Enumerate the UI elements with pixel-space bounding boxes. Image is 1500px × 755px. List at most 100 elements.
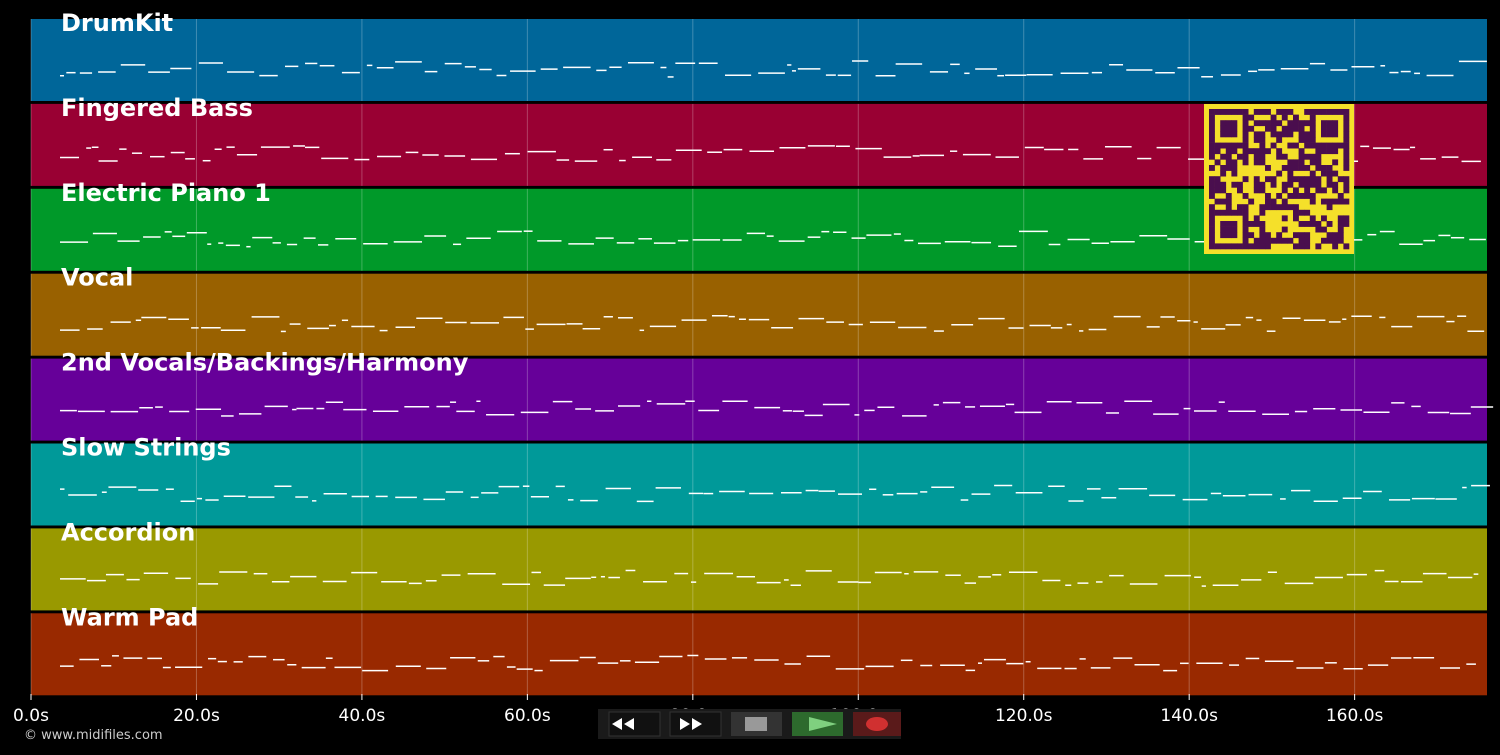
qr-module bbox=[1253, 221, 1260, 227]
play-icon bbox=[809, 717, 837, 731]
qr-module bbox=[1337, 232, 1344, 239]
qr-module bbox=[1259, 153, 1266, 160]
qr-module bbox=[1298, 243, 1305, 250]
qr-module bbox=[1214, 187, 1221, 194]
qr-module bbox=[1265, 148, 1271, 155]
qr-module bbox=[1315, 187, 1322, 194]
qr-module bbox=[1293, 125, 1299, 132]
qr-module bbox=[1276, 153, 1283, 160]
qr-module bbox=[1343, 131, 1350, 138]
qr-module bbox=[1304, 153, 1311, 160]
qr-module bbox=[1253, 159, 1260, 166]
qr-module bbox=[1287, 131, 1294, 138]
qr-module bbox=[1209, 114, 1215, 121]
qr-module bbox=[1332, 243, 1339, 250]
qr-module bbox=[1214, 148, 1221, 155]
tick-label: 0.0s bbox=[13, 706, 49, 726]
qr-module bbox=[1315, 181, 1322, 188]
qr-module bbox=[1276, 120, 1283, 127]
qr-module bbox=[1225, 109, 1232, 115]
qr-module bbox=[1265, 125, 1271, 132]
qr-module bbox=[1287, 125, 1294, 132]
qr-module bbox=[1326, 120, 1333, 127]
qr-module bbox=[1253, 131, 1260, 138]
qr-module bbox=[1326, 109, 1333, 115]
qr-module bbox=[1259, 237, 1266, 244]
qr-module bbox=[1231, 120, 1238, 127]
qr-module bbox=[1293, 215, 1299, 222]
qr-module bbox=[1270, 114, 1277, 121]
qr-module bbox=[1315, 165, 1322, 171]
qr-module bbox=[1304, 142, 1311, 149]
qr-module bbox=[1321, 125, 1327, 132]
qr-module bbox=[1337, 215, 1344, 222]
qr-module bbox=[1281, 125, 1288, 132]
stop-icon bbox=[745, 717, 767, 731]
qr-module bbox=[1259, 204, 1266, 211]
qr-module bbox=[1220, 187, 1227, 194]
qr-module bbox=[1293, 193, 1299, 199]
qr-module bbox=[1242, 159, 1249, 166]
qr-module bbox=[1209, 142, 1215, 149]
qr-module bbox=[1209, 237, 1215, 244]
qr-module bbox=[1248, 114, 1255, 121]
qr-module bbox=[1231, 221, 1238, 227]
qr-module bbox=[1298, 193, 1305, 199]
qr-module bbox=[1214, 209, 1221, 216]
qr-module bbox=[1242, 120, 1249, 127]
qr-module bbox=[1225, 165, 1232, 171]
qr-module bbox=[1209, 148, 1215, 155]
qr-module bbox=[1270, 181, 1277, 188]
qr-module bbox=[1309, 137, 1316, 143]
qr-module bbox=[1231, 209, 1238, 216]
qr-module bbox=[1237, 187, 1243, 194]
qr-module bbox=[1304, 120, 1311, 127]
qr-module bbox=[1309, 114, 1316, 121]
qr-module bbox=[1242, 237, 1249, 244]
qr-module bbox=[1270, 237, 1277, 244]
qr-module bbox=[1321, 165, 1327, 171]
qr-module bbox=[1209, 131, 1215, 138]
qr-module bbox=[1315, 159, 1322, 166]
qr-module bbox=[1259, 142, 1266, 149]
qr-module bbox=[1242, 215, 1249, 222]
qr-module bbox=[1231, 165, 1238, 171]
forward-icon bbox=[680, 718, 702, 730]
qr-module bbox=[1343, 187, 1350, 194]
qr-module bbox=[1298, 148, 1305, 155]
qr-module bbox=[1270, 120, 1277, 127]
qr-module bbox=[1343, 198, 1350, 205]
qr-module bbox=[1214, 176, 1221, 183]
qr-module bbox=[1298, 120, 1305, 127]
qr-module bbox=[1237, 153, 1243, 160]
qr-module bbox=[1259, 120, 1266, 127]
qr-module bbox=[1304, 181, 1311, 188]
qr-module bbox=[1337, 142, 1344, 149]
qr-module bbox=[1276, 137, 1283, 143]
qr-module bbox=[1287, 142, 1294, 149]
qr-module bbox=[1309, 131, 1316, 138]
qr-module bbox=[1304, 221, 1311, 227]
qr-module bbox=[1321, 120, 1327, 127]
qr-module bbox=[1253, 153, 1260, 160]
qr-module bbox=[1343, 176, 1350, 183]
qr-module bbox=[1326, 237, 1333, 244]
qr-module bbox=[1209, 187, 1215, 194]
qr-module bbox=[1209, 221, 1215, 227]
qr-module bbox=[1287, 170, 1294, 177]
qr-module bbox=[1343, 148, 1350, 155]
qr-module bbox=[1298, 125, 1305, 132]
qr-module bbox=[1343, 153, 1350, 160]
qr-module bbox=[1242, 243, 1249, 250]
track-lane bbox=[31, 273, 1487, 356]
qr-module bbox=[1321, 226, 1327, 233]
qr-module bbox=[1265, 204, 1271, 211]
qr-module bbox=[1326, 125, 1333, 132]
qr-module bbox=[1242, 131, 1249, 138]
qr-module bbox=[1225, 125, 1232, 132]
qr-module bbox=[1281, 153, 1288, 160]
qr-module bbox=[1304, 109, 1311, 115]
qr-module bbox=[1259, 209, 1266, 216]
qr-module bbox=[1343, 120, 1350, 127]
qr-module bbox=[1265, 165, 1271, 171]
